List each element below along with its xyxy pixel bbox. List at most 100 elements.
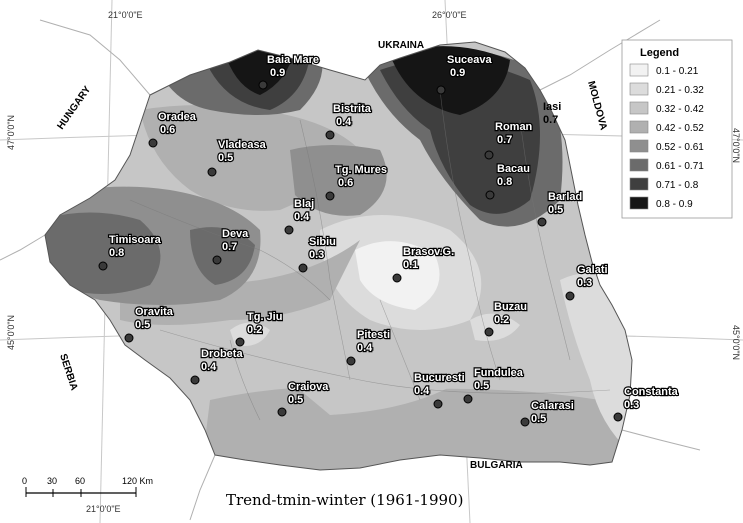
legend-label: 0.8 - 0.9	[656, 199, 693, 210]
station-value-bucuresti: 0.4	[414, 385, 430, 397]
legend-label: 0.1 - 0.21	[656, 66, 699, 77]
station-name-oravita: Oravita	[135, 306, 174, 318]
legend-swatch	[629, 139, 649, 153]
station-value-pitesti: 0.4	[357, 342, 373, 354]
country-label-ukraina: UKRAINA	[378, 40, 424, 51]
scale-label-60: 60	[75, 476, 85, 486]
station-name-tg-jiu: Tg. Jiu	[247, 311, 282, 323]
zone-suceava-0-8-0-9	[390, 46, 510, 115]
station-name-brasov: Brasov.G.	[403, 246, 454, 258]
station-value-tg-jiu: 0.2	[247, 324, 262, 336]
station-dot-craiova	[277, 407, 287, 417]
station-value-oradea: 0.6	[160, 124, 175, 136]
map-title: Trend-tmin-winter (1961-1990)	[226, 491, 463, 509]
station-value-roman: 0.7	[497, 134, 512, 146]
coord-bottom-21: 21°0'0"E	[86, 504, 121, 514]
station-value-tg-mures: 0.6	[338, 177, 353, 189]
station-value-baia-mare: 0.9	[270, 67, 285, 79]
legend-title: Legend	[640, 47, 679, 59]
station-dot-oravita	[124, 333, 134, 343]
station-dot-buzau	[484, 327, 494, 337]
station-name-suceava: Suceava	[447, 54, 493, 66]
coord-top-26: 26°0'0"E	[432, 10, 467, 20]
zone-moldova-0-71-0-8	[380, 59, 540, 214]
station-dot-barlad	[537, 217, 547, 227]
station-name-timisoara: Timisoara	[109, 234, 162, 246]
station-dot-tg-mures	[325, 191, 335, 201]
zone-south-0-42-0-52	[200, 386, 632, 470]
station-dot-sibiu	[298, 263, 308, 273]
zone-timisoara-0-61-0-71	[45, 212, 161, 295]
coord-top-21: 21°0'0"E	[108, 10, 143, 20]
station-value-galati: 0.3	[577, 277, 592, 289]
station-dot-fundulea	[463, 394, 473, 404]
station-name-iasi: Iasi	[543, 101, 561, 113]
station-value-suceava: 0.9	[450, 67, 465, 79]
station-value-oravita: 0.5	[135, 319, 150, 331]
station-name-deva: Deva	[222, 228, 249, 240]
legend-label: 0.21 - 0.32	[656, 85, 704, 96]
station-name-blaj: Blaj	[294, 198, 314, 210]
station-dot-pitesti	[346, 356, 356, 366]
station-value-bistrita: 0.4	[336, 116, 352, 128]
zone-tgmures-0-52-0-61	[290, 145, 387, 216]
legend-swatch	[629, 82, 649, 96]
station-dot-suceava	[436, 85, 446, 95]
station-value-constanta: 0.3	[624, 399, 639, 411]
station-name-pitesti: Pitesti	[357, 329, 390, 341]
coord-right-45: 45°0'0"N	[731, 325, 741, 360]
legend-swatch	[629, 120, 649, 134]
station-dot-tg-jiu	[235, 337, 245, 347]
station-name-bacau: Bacau	[497, 163, 530, 175]
rivers	[129, 89, 611, 421]
legend-swatch	[629, 63, 649, 77]
legend-label: 0.61 - 0.71	[656, 161, 704, 172]
station-name-galati: Galati	[577, 264, 608, 276]
station-name-oradea: Oradea	[158, 111, 197, 123]
station-name-tg-mures: Tg. Mures	[335, 164, 387, 176]
station-dot-bacau	[485, 190, 495, 200]
station-name-vladeasa: Vladeasa	[218, 139, 267, 151]
station-name-sibiu: Sibiu	[309, 236, 336, 248]
legend-label: 0.52 - 0.61	[656, 142, 704, 153]
station-value-sibiu: 0.3	[309, 249, 324, 261]
station-dot-calarasi	[520, 417, 530, 427]
station-name-drobeta: Drobeta	[201, 348, 243, 360]
station-value-craiova: 0.5	[288, 394, 303, 406]
station-name-buzau: Buzau	[494, 301, 527, 313]
scale-label-0: 0	[22, 476, 27, 486]
legend-label: 0.32 - 0.42	[656, 104, 704, 115]
station-dot-oradea	[148, 138, 158, 148]
scale-label-30: 30	[47, 476, 57, 486]
station-value-deva: 0.7	[222, 241, 237, 253]
legend-items: 0.1 - 0.21 0.21 - 0.32 0.32 - 0.42 0.42 - 0…	[629, 63, 704, 210]
station-value-brasov: 0.1	[403, 259, 418, 271]
station-name-bucuresti: Bucuresti	[414, 372, 465, 384]
coord-left-45: 45°0'0"N	[6, 315, 16, 350]
station-dot-baia-mare	[258, 80, 268, 90]
legend-swatch	[629, 196, 649, 210]
station-dot-timisoara	[98, 261, 108, 271]
station-name-baia-mare: Baia Mare	[267, 54, 319, 66]
legend-swatch	[629, 177, 649, 191]
station-dot-vladeasa	[207, 167, 217, 177]
coord-right-47: 47°0'0"N	[731, 128, 741, 163]
station-value-calarasi: 0.5	[531, 413, 546, 425]
zone-pitesti-0-32-0-42	[300, 370, 470, 415]
station-labels: Baia Mare 0.9 Suceava 0.9 Iasi 0.7 Orade…	[108, 53, 680, 426]
station-value-bacau: 0.8	[497, 176, 512, 188]
station-dot-galati	[565, 291, 575, 301]
station-name-bistrita: Bistrita	[333, 103, 372, 115]
legend-swatch	[629, 101, 649, 115]
romania-border	[44, 41, 633, 471]
station-name-roman: Roman	[495, 121, 533, 133]
coord-left-47: 47°0'0"N	[6, 115, 16, 150]
station-value-drobeta: 0.4	[201, 361, 217, 373]
station-name-barlad: Barlad	[548, 191, 582, 203]
station-name-constanta: Constanta	[624, 386, 679, 398]
station-dot-bucuresti	[433, 399, 443, 409]
station-dot-deva	[212, 255, 222, 265]
station-dot-constanta	[613, 412, 623, 422]
station-value-barlad: 0.5	[548, 204, 563, 216]
